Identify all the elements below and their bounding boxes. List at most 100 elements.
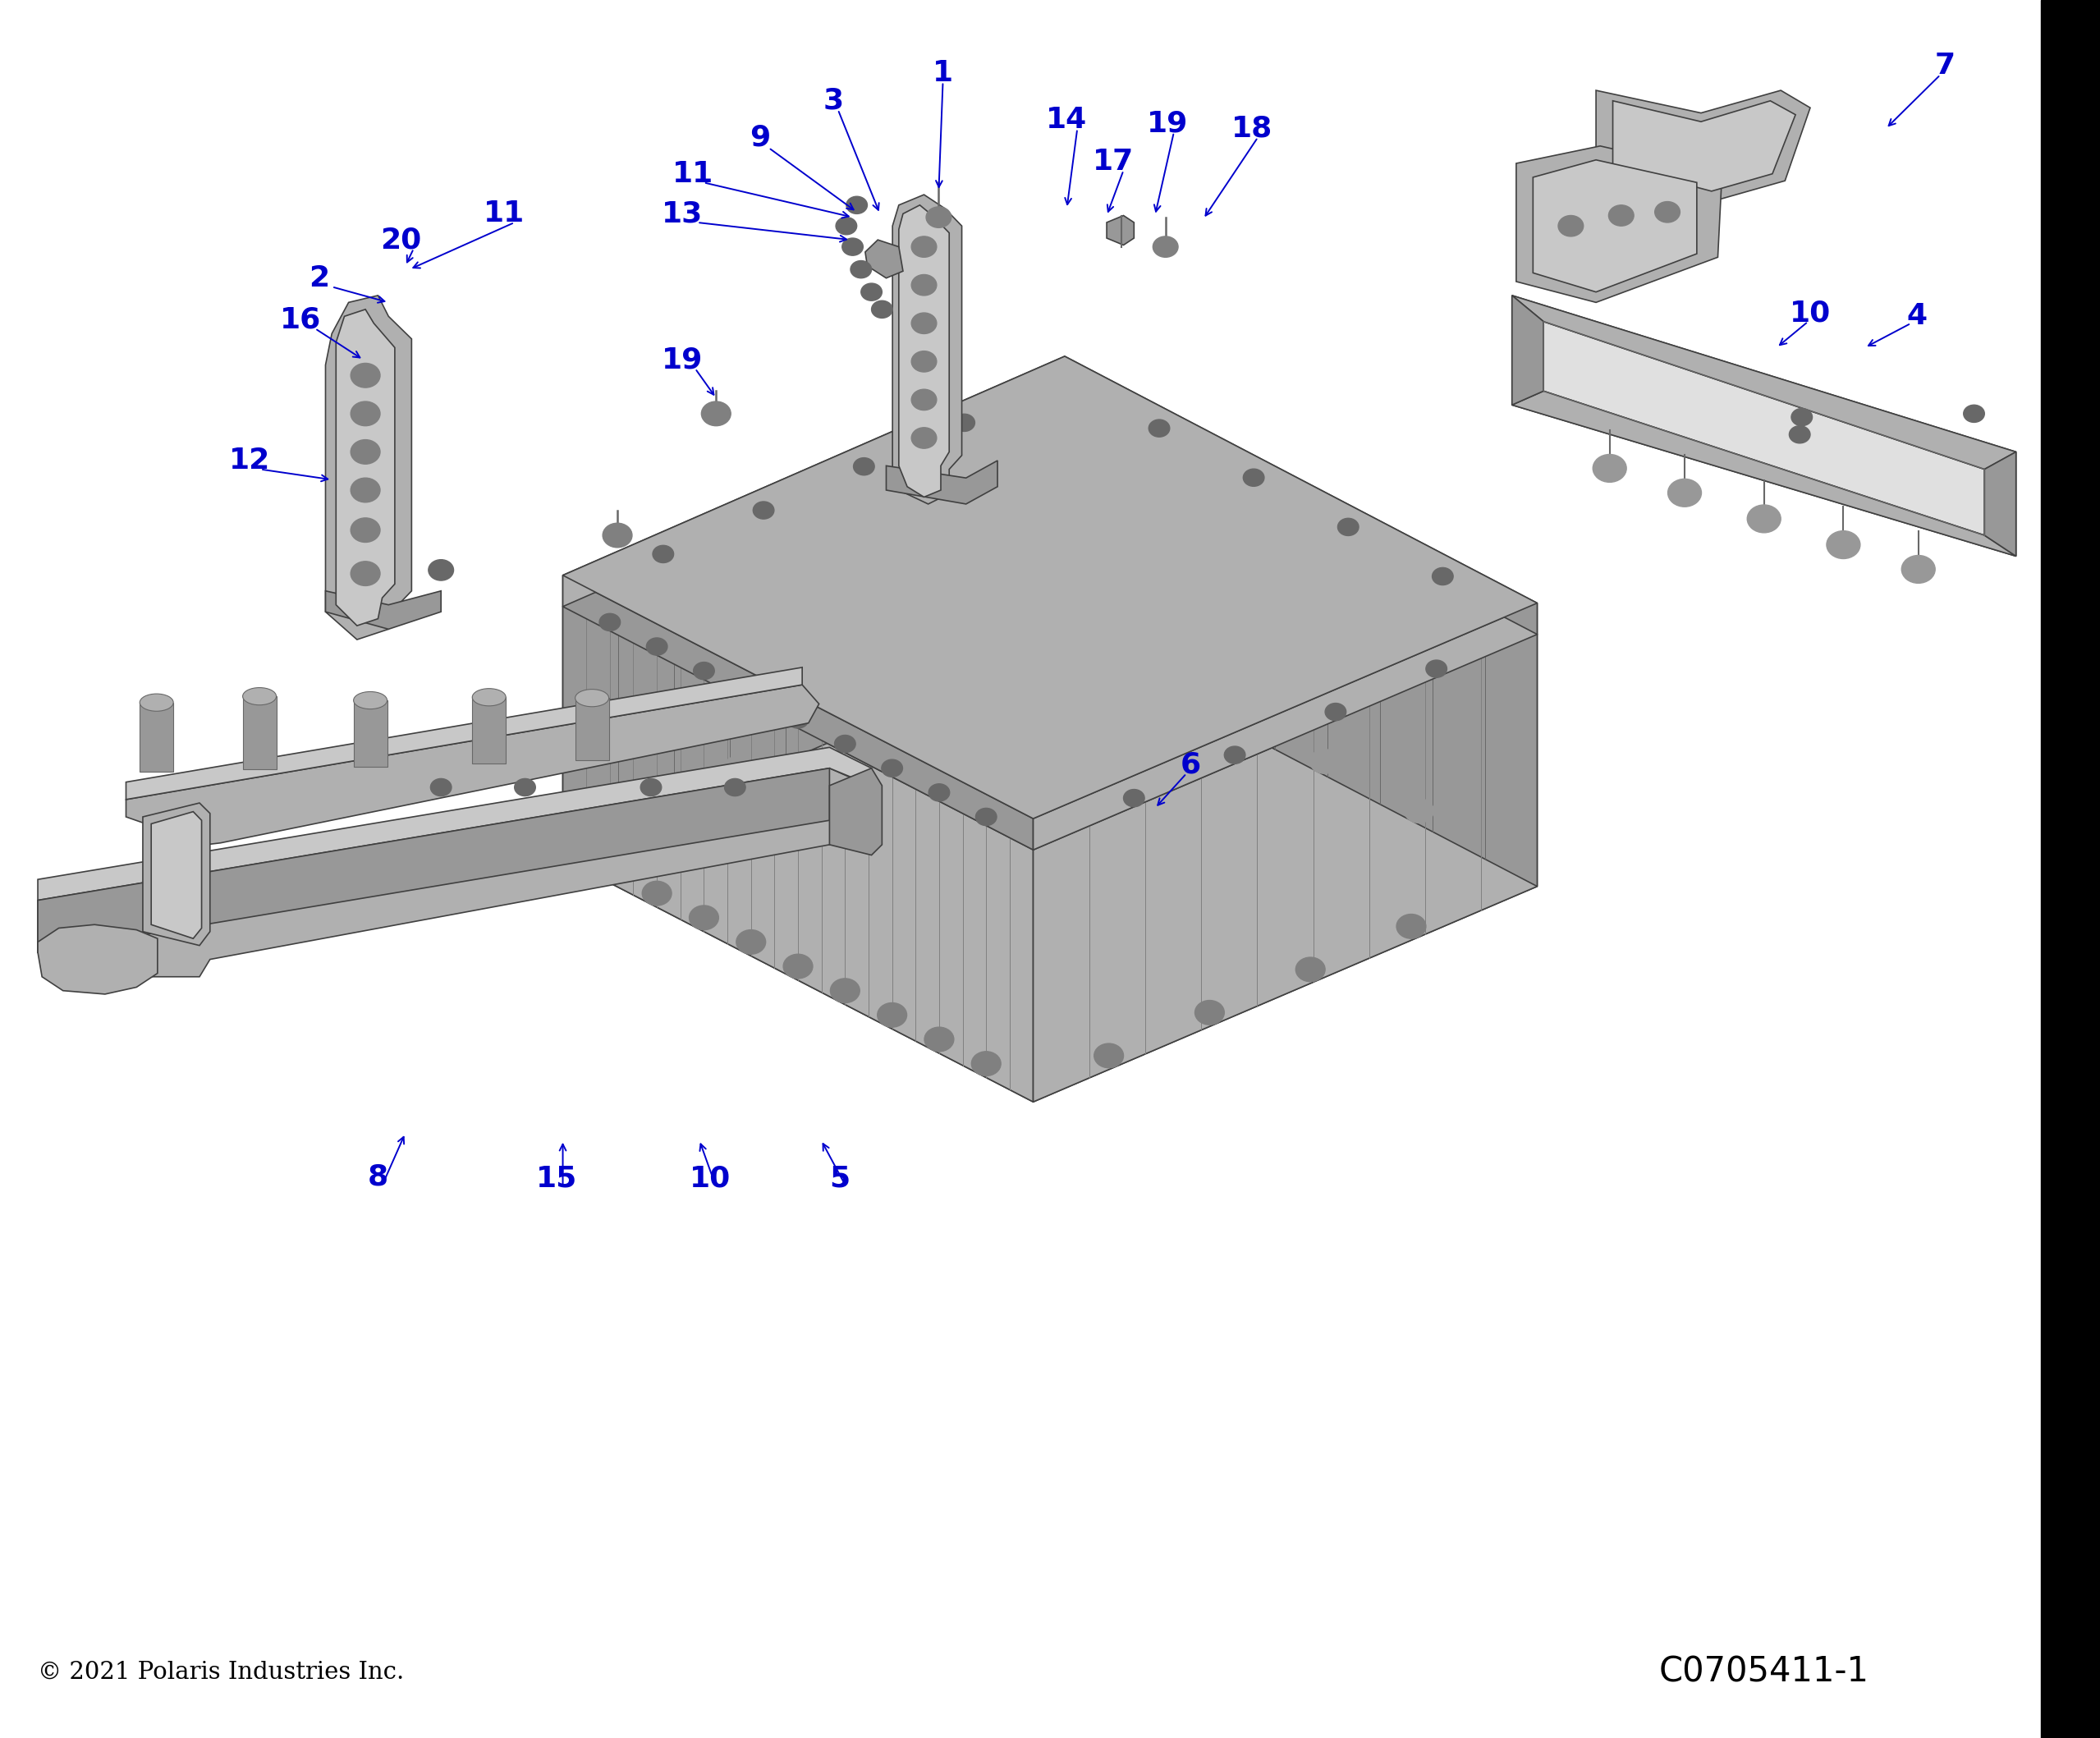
Text: 13: 13 [662, 200, 704, 228]
Polygon shape [563, 356, 1537, 819]
Polygon shape [141, 702, 174, 772]
Text: 11: 11 [483, 200, 525, 228]
Circle shape [928, 784, 949, 801]
Circle shape [701, 401, 731, 426]
Polygon shape [151, 812, 202, 939]
Polygon shape [1516, 146, 1722, 302]
Circle shape [924, 1027, 953, 1051]
Polygon shape [575, 699, 609, 761]
Circle shape [741, 687, 762, 704]
Circle shape [1405, 799, 1434, 824]
Text: 17: 17 [1092, 148, 1134, 176]
Circle shape [1791, 408, 1812, 426]
Circle shape [1426, 660, 1447, 678]
Polygon shape [1512, 295, 2016, 469]
Polygon shape [353, 700, 386, 766]
Text: 15: 15 [536, 1164, 578, 1192]
Circle shape [1121, 650, 1151, 674]
Circle shape [830, 978, 859, 1003]
Circle shape [1224, 746, 1245, 763]
Polygon shape [473, 697, 506, 763]
Circle shape [834, 735, 855, 753]
Polygon shape [38, 768, 872, 977]
Circle shape [1827, 530, 1861, 558]
Polygon shape [1984, 452, 2016, 556]
Circle shape [624, 799, 653, 824]
Circle shape [1338, 518, 1359, 535]
Polygon shape [126, 667, 802, 799]
Polygon shape [1512, 391, 2016, 556]
Circle shape [351, 401, 380, 426]
Text: 10: 10 [689, 1164, 731, 1192]
Text: 10: 10 [1789, 299, 1831, 327]
Polygon shape [563, 388, 1065, 859]
Circle shape [514, 779, 536, 796]
Polygon shape [563, 607, 1033, 1102]
Text: 19: 19 [1147, 109, 1189, 137]
Circle shape [598, 614, 620, 631]
Text: 14: 14 [1046, 106, 1088, 134]
Text: 19: 19 [662, 346, 704, 374]
Polygon shape [563, 640, 1537, 1102]
Circle shape [911, 275, 937, 295]
Polygon shape [1033, 634, 1537, 1102]
Polygon shape [1533, 160, 1697, 292]
Circle shape [1149, 419, 1170, 436]
Polygon shape [563, 575, 1033, 850]
Circle shape [911, 351, 937, 372]
Text: C0705411-1: C0705411-1 [1659, 1655, 1869, 1689]
Circle shape [911, 428, 937, 448]
Text: 8: 8 [368, 1163, 388, 1191]
Circle shape [351, 440, 380, 464]
Circle shape [351, 363, 380, 388]
Circle shape [1667, 480, 1701, 507]
Polygon shape [886, 461, 998, 504]
Polygon shape [1065, 388, 1537, 886]
Circle shape [911, 313, 937, 334]
Text: 18: 18 [1231, 115, 1273, 143]
Circle shape [1432, 568, 1453, 586]
Polygon shape [1512, 295, 1544, 405]
Circle shape [430, 779, 452, 796]
Circle shape [351, 561, 380, 586]
Circle shape [926, 207, 951, 228]
Circle shape [647, 638, 668, 655]
Text: 20: 20 [380, 226, 422, 254]
Circle shape [1325, 704, 1346, 721]
Circle shape [653, 546, 674, 563]
Circle shape [351, 518, 380, 542]
Circle shape [853, 457, 874, 474]
Polygon shape [1107, 216, 1134, 245]
Circle shape [882, 760, 903, 777]
Circle shape [1153, 236, 1178, 257]
Circle shape [1901, 556, 1934, 584]
Circle shape [783, 954, 813, 978]
Polygon shape [38, 747, 872, 900]
Circle shape [1747, 506, 1781, 534]
Polygon shape [126, 685, 819, 845]
Circle shape [1558, 216, 1583, 236]
Text: 2: 2 [309, 264, 330, 292]
Text: 1: 1 [932, 59, 953, 87]
Polygon shape [336, 309, 395, 626]
Text: © 2021 Polaris Industries Inc.: © 2021 Polaris Industries Inc. [38, 1660, 403, 1684]
Circle shape [1310, 749, 1340, 773]
Polygon shape [326, 591, 441, 629]
Polygon shape [326, 295, 412, 640]
Circle shape [911, 389, 937, 410]
Circle shape [594, 857, 624, 881]
Polygon shape [1613, 101, 1796, 191]
Text: 16: 16 [279, 306, 321, 334]
Polygon shape [1596, 90, 1810, 202]
Bar [2041, 0, 2100, 1738]
Ellipse shape [244, 688, 277, 706]
Circle shape [693, 662, 714, 680]
Polygon shape [1544, 322, 1984, 535]
Text: 3: 3 [823, 87, 844, 115]
Polygon shape [830, 768, 882, 855]
Circle shape [724, 756, 754, 780]
Circle shape [861, 283, 882, 301]
Circle shape [1195, 1001, 1224, 1025]
Circle shape [1655, 202, 1680, 222]
Text: 11: 11 [672, 160, 714, 188]
